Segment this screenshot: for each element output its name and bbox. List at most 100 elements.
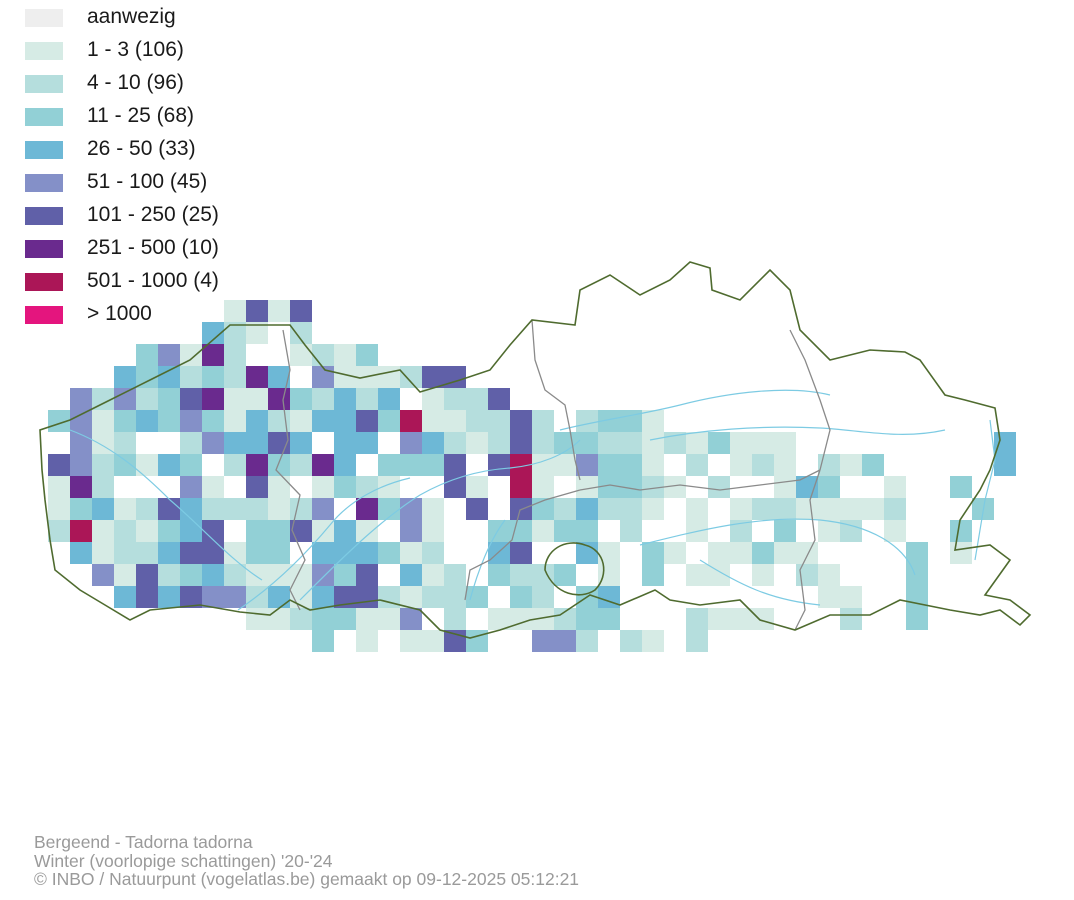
grid-cell: [400, 366, 422, 388]
grid-cell: [136, 388, 158, 410]
river-dender: [469, 519, 506, 601]
grid-cell: [466, 498, 488, 520]
grid-cell: [466, 432, 488, 454]
grid-cell: [158, 388, 180, 410]
grid-cell: [950, 542, 972, 564]
grid-cell: [510, 410, 532, 432]
grid-cell: [708, 542, 730, 564]
grid-cell: [268, 388, 290, 410]
legend-swatch: [25, 75, 63, 93]
grid-cell: [818, 520, 840, 542]
grid-cell: [774, 454, 796, 476]
grid-cell: [202, 432, 224, 454]
grid-cell: [488, 410, 510, 432]
grid-cell: [356, 388, 378, 410]
legend-label: 26 - 50 (33): [87, 137, 196, 160]
legend-swatch: [25, 174, 63, 192]
grid-cell: [730, 542, 752, 564]
grid-cell: [114, 586, 136, 608]
grid-cell: [180, 476, 202, 498]
grid-cell: [268, 476, 290, 498]
grid-cell: [356, 476, 378, 498]
grid-cell: [752, 498, 774, 520]
grid-cell: [422, 366, 444, 388]
grid-cell: [598, 542, 620, 564]
river-demer: [639, 518, 916, 576]
province-border-wvl-ovl: [275, 329, 306, 611]
grid-cell: [290, 454, 312, 476]
grid-cell: [818, 454, 840, 476]
grid-cell: [312, 454, 334, 476]
grid-cell: [642, 432, 664, 454]
grid-cell: [246, 322, 268, 344]
grid-cell: [510, 476, 532, 498]
grid-cell: [312, 344, 334, 366]
grid-cell: [290, 300, 312, 322]
grid-cell: [708, 608, 730, 630]
grid-cell: [224, 410, 246, 432]
grid-cell: [312, 498, 334, 520]
grid-cell: [774, 542, 796, 564]
grid-cell: [136, 520, 158, 542]
grid-cell: [488, 564, 510, 586]
grid-cell: [202, 344, 224, 366]
grid-cell: [202, 498, 224, 520]
grid-cell: [334, 388, 356, 410]
grid-cell: [312, 564, 334, 586]
grid-cell: [180, 344, 202, 366]
grid-cell: [840, 608, 862, 630]
river-leie: [237, 477, 411, 611]
grid-cell: [114, 366, 136, 388]
grid-cell: [334, 410, 356, 432]
grid-cell: [598, 476, 620, 498]
grid-cell: [290, 498, 312, 520]
grid-cell: [488, 520, 510, 542]
atlas-grid-cells: [48, 300, 1016, 652]
grid-cell: [70, 542, 92, 564]
grid-cell: [312, 542, 334, 564]
grid-cell: [554, 498, 576, 520]
grid-cell: [730, 498, 752, 520]
grid-cell: [268, 520, 290, 542]
grid-cell: [576, 410, 598, 432]
grid-cell: [70, 498, 92, 520]
grid-cell: [202, 366, 224, 388]
grid-cell: [158, 366, 180, 388]
legend-swatch: [25, 240, 63, 258]
grid-cell: [664, 542, 686, 564]
legend-swatch: [25, 207, 63, 225]
grid-cell: [114, 454, 136, 476]
grid-cell: [268, 586, 290, 608]
legend-label: 4 - 10 (96): [87, 71, 184, 94]
grid-cell: [114, 388, 136, 410]
grid-cell: [158, 344, 180, 366]
grid-cell: [48, 520, 70, 542]
grid-cell: [400, 520, 422, 542]
grid-cell: [532, 608, 554, 630]
legend-label: 11 - 25 (68): [87, 104, 194, 127]
grid-cell: [642, 476, 664, 498]
grid-cell: [92, 388, 114, 410]
grid-cell: [422, 542, 444, 564]
grid-cell: [532, 410, 554, 432]
grid-cell: [224, 432, 246, 454]
grid-cell: [422, 564, 444, 586]
grid-cell: [686, 498, 708, 520]
grid-cell: [576, 608, 598, 630]
grid-cell: [312, 476, 334, 498]
grid-cell: [444, 410, 466, 432]
grid-cell: [620, 476, 642, 498]
grid-cell: [136, 366, 158, 388]
grid-cell: [620, 432, 642, 454]
grid-cell: [312, 586, 334, 608]
grid-cell: [576, 432, 598, 454]
legend-label: 501 - 1000 (4): [87, 269, 219, 292]
grid-cell: [400, 498, 422, 520]
grid-cell: [356, 432, 378, 454]
grid-cell: [246, 410, 268, 432]
grid-cell: [290, 322, 312, 344]
grid-cell: [796, 498, 818, 520]
grid-cell: [774, 520, 796, 542]
grid-cell: [532, 564, 554, 586]
grid-cell: [620, 630, 642, 652]
